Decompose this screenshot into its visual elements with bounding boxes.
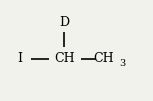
Text: CH: CH xyxy=(94,52,114,65)
Text: D: D xyxy=(59,16,69,29)
Text: I: I xyxy=(17,52,22,65)
Text: CH: CH xyxy=(54,52,75,65)
Text: 3: 3 xyxy=(119,59,125,68)
